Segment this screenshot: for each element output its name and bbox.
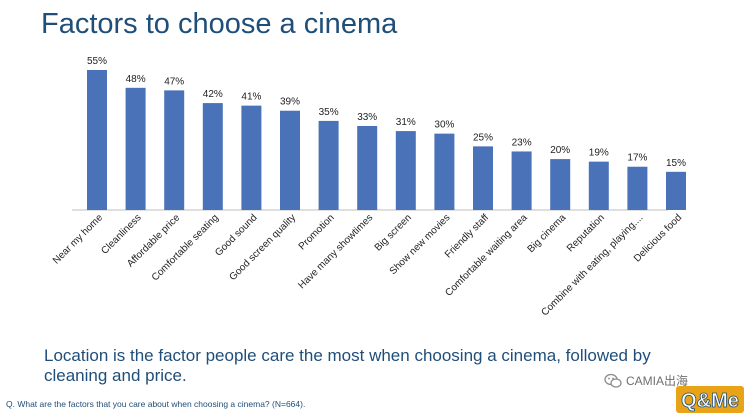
- value-label-15: 17%: [627, 153, 647, 164]
- bar-6: [280, 110, 300, 210]
- bar-2: [125, 87, 146, 210]
- bar-1: [87, 70, 107, 210]
- value-label-6: 39%: [280, 97, 300, 108]
- category-label-12: Comfortable waiting area: [443, 212, 530, 299]
- value-label-7: 35%: [319, 107, 339, 118]
- bar-15: [627, 166, 648, 210]
- category-label-9: Big screen: [373, 212, 414, 253]
- value-label-5: 41%: [241, 92, 261, 103]
- value-label-10: 30%: [434, 120, 454, 131]
- chart-caption: Location is the factor people care the m…: [44, 346, 651, 385]
- bar-13: [550, 159, 571, 210]
- value-label-14: 19%: [589, 148, 609, 159]
- value-label-12: 23%: [512, 137, 532, 148]
- value-label-8: 33%: [357, 112, 377, 123]
- bar-7: [318, 120, 339, 210]
- logo-text: Q&Me: [681, 390, 739, 412]
- value-label-9: 31%: [396, 117, 416, 128]
- category-label-6: Good screen quality: [227, 212, 298, 283]
- bar-11: [473, 146, 493, 210]
- bar-9: [395, 131, 416, 210]
- survey-footnote: Q. What are the factors that you care ab…: [6, 399, 306, 409]
- watermark-text: CAMIA出海: [626, 374, 689, 388]
- value-label-1: 55%: [87, 56, 107, 67]
- value-label-3: 47%: [164, 76, 184, 87]
- bar-chart: 55% 48% 47% 42% 41% 39% 35% 33% 31% 30% 25% 23% 20% 1…: [51, 56, 686, 318]
- category-label-7: Promotion: [297, 212, 337, 252]
- qme-logo: Q&Me: [676, 386, 744, 413]
- bar-3: [164, 90, 185, 210]
- value-label-13: 20%: [550, 145, 570, 156]
- bar-4: [202, 103, 223, 210]
- page-title: Factors to choose a cinema: [41, 8, 398, 40]
- bar-8: [357, 126, 378, 210]
- category-label-14: Reputation: [565, 212, 607, 254]
- category-label-13: Big cinema: [526, 212, 569, 255]
- value-label-2: 48%: [126, 74, 146, 85]
- bar-12: [511, 151, 532, 210]
- bar-16: [666, 171, 686, 210]
- value-label-11: 25%: [473, 132, 493, 143]
- category-label-1: Near my home: [51, 212, 105, 266]
- watermark: CAMIA出海: [604, 372, 688, 389]
- wechat-icon: [604, 373, 622, 388]
- category-label-8: Have many showtimes: [296, 212, 375, 291]
- value-label-4: 42%: [203, 89, 223, 100]
- category-label-4: Comfortable seating: [150, 212, 221, 283]
- bar-14: [588, 161, 609, 210]
- bar-10: [434, 133, 455, 210]
- value-label-16: 15%: [666, 158, 686, 169]
- bar-5: [241, 105, 262, 210]
